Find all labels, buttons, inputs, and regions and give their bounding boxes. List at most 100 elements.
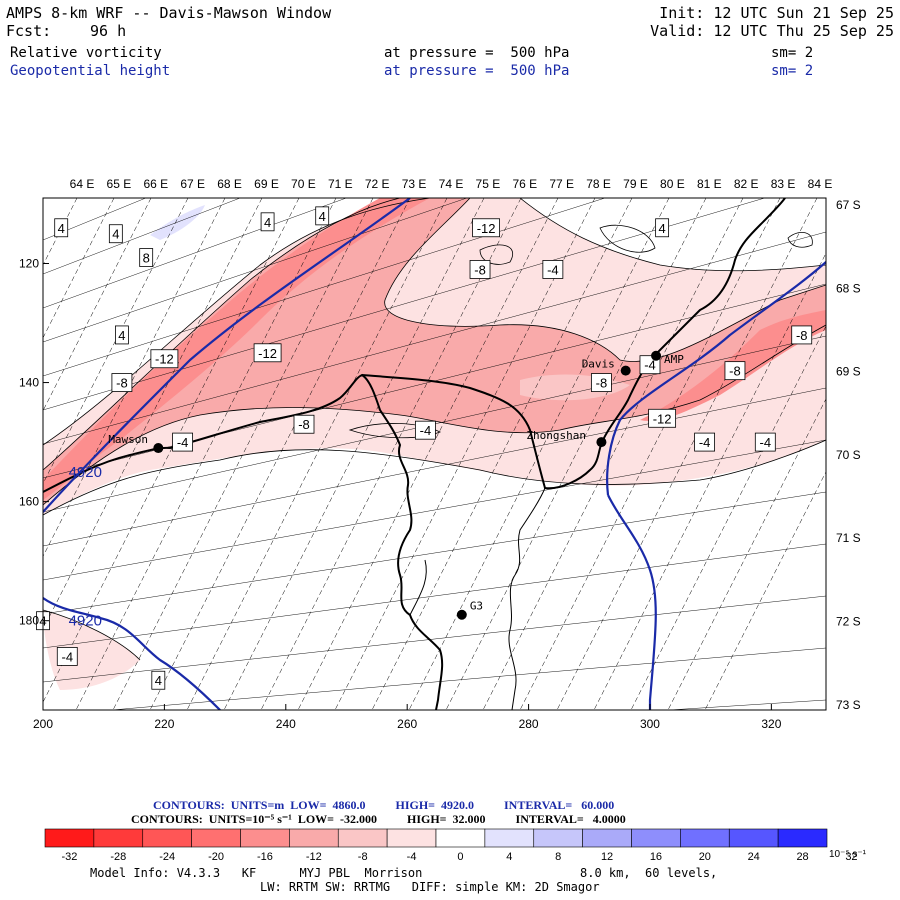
vorticity-contour-info: CONTOURS: UNITS=10⁻⁵ s⁻¹ LOW= -32.000 HI… (131, 812, 626, 826)
vorticity-label: 4 (655, 218, 670, 238)
latitude-label: 67 S (836, 198, 861, 212)
x-tick-label: 200 (33, 717, 53, 731)
vorticity-label-text: -4 (420, 423, 432, 438)
height-contour-4920 (607, 494, 657, 710)
vorticity-label-box (150, 349, 179, 369)
station-marker (651, 350, 662, 361)
vorticity-label: 4 (108, 224, 123, 244)
longitude-label: 67 E (180, 177, 205, 191)
longitude-label: 83 E (771, 177, 796, 191)
plot-frame (42, 197, 827, 711)
vorticity-label-text: 4 (319, 209, 326, 224)
vorticity-label-text: -8 (596, 376, 608, 391)
x-tick-label: 220 (154, 717, 174, 731)
longitude-label: 65 E (107, 177, 132, 191)
parallel-line (43, 387, 826, 547)
parallel-line (43, 198, 241, 275)
contour-line (787, 231, 813, 248)
forecast-label: Fcst: (6, 22, 52, 40)
vorticity-label-text: -4 (177, 435, 189, 450)
vorticity-label: -12 (150, 349, 179, 369)
contour-line (43, 198, 431, 446)
station-label: Mawson (108, 433, 148, 446)
vorticity-label-box (108, 224, 123, 244)
x-tick-label: 240 (276, 717, 296, 731)
vorticity-label: -8 (791, 325, 813, 345)
vorticity-label-text: -4 (547, 262, 559, 277)
height-contour-info: CONTOURS: UNITS=m LOW= 4860.0 HIGH= 4920… (153, 798, 615, 812)
vorticity-label: 4 (315, 206, 330, 226)
longitude-label: 82 E (734, 177, 759, 191)
longitude-label: 64 E (70, 177, 95, 191)
vorticity-label-box (472, 218, 500, 238)
vorticity-label: -8 (111, 373, 133, 392)
station-marker (153, 443, 164, 454)
latitude-label: 70 S (836, 448, 861, 462)
vorticity-label: -8 (469, 260, 491, 279)
vorticity-label-text: -12 (155, 352, 174, 367)
valid-time: Valid: 12 UTC Thu 25 Sep 25 (650, 22, 894, 40)
height-contour-4920 (43, 198, 411, 513)
vorticity-label-box (315, 206, 330, 226)
y-tick-label: 180 (19, 614, 39, 628)
vorticity-label: -4 (754, 432, 776, 452)
coastline (43, 198, 786, 710)
longitude-label: 71 E (328, 177, 353, 191)
station-marker (456, 609, 467, 620)
parallel-line (43, 198, 766, 411)
station-label: Zhongshan (526, 429, 586, 442)
x-tick-label: 300 (640, 717, 660, 731)
field1-name: Relative vorticity (10, 45, 162, 61)
vorticity-label: -12 (472, 218, 500, 238)
longitude-label: 81 E (697, 177, 722, 191)
vorticity-label-box (293, 414, 315, 434)
longitude-label: 84 E (808, 177, 833, 191)
parallel-line (43, 595, 826, 683)
contour-line (43, 609, 141, 661)
vorticity-label-text: -12 (258, 346, 277, 361)
vorticity-label-box (260, 212, 275, 232)
vorticity-label-box (648, 408, 677, 428)
field2-level: at pressure = 500 hPa (384, 63, 570, 79)
vorticity-label: -8 (293, 414, 315, 434)
latitude-label: 72 S (836, 615, 861, 629)
longitude-label: 70 E (291, 177, 316, 191)
x-tick-label: 320 (761, 717, 781, 731)
longitude-label: 76 E (512, 177, 537, 191)
y-tick-label: 120 (19, 256, 39, 270)
title: AMPS 8-km WRF -- Davis-Mawson Window (6, 4, 332, 22)
vorticity-label: -12 (648, 408, 677, 428)
longitude-label: 75 E (476, 177, 501, 191)
vorticity-label-box (111, 373, 133, 392)
field2-smoothing: sm= 2 (771, 63, 814, 79)
vorticity-label-text: -8 (298, 417, 310, 432)
vorticity-positive-patch (150, 205, 205, 240)
vorticity-label: 4 (260, 212, 275, 232)
axis-ticks: 200 220 240 260 280 300 320 120 140 160 180 64 E 65 … (19, 177, 861, 731)
vorticity-label-text: -12 (653, 411, 672, 426)
field1-smoothing: sm= 2 (771, 45, 814, 61)
vorticity-label-box (414, 420, 436, 440)
vorticity-label: -4 (694, 432, 716, 452)
geopotential-height-contours (43, 198, 826, 710)
vorticity-label-text: -8 (116, 376, 128, 391)
vorticity-label-box (253, 343, 282, 363)
vorticity-label-box (54, 218, 69, 238)
parallel-line (43, 231, 826, 445)
vorticity-label-text: 8 (143, 251, 150, 266)
vorticity-label-text: -4 (644, 358, 656, 373)
longitude-label: 73 E (402, 177, 427, 191)
vorticity-label: 8 (139, 248, 154, 267)
longitude-label: 74 E (439, 177, 464, 191)
contour-line (599, 224, 656, 253)
contour-line (479, 244, 513, 265)
parallel-line (665, 699, 826, 710)
parallel-line (109, 647, 826, 710)
vorticity-label-text: 4 (264, 215, 271, 230)
vorticity-label-text: -12 (477, 221, 496, 236)
vorticity-label-box (655, 218, 670, 238)
contour-line (43, 439, 826, 516)
y-tick-label: 160 (19, 495, 39, 509)
coastline-east (361, 198, 786, 490)
latitude-label: 68 S (836, 281, 861, 295)
